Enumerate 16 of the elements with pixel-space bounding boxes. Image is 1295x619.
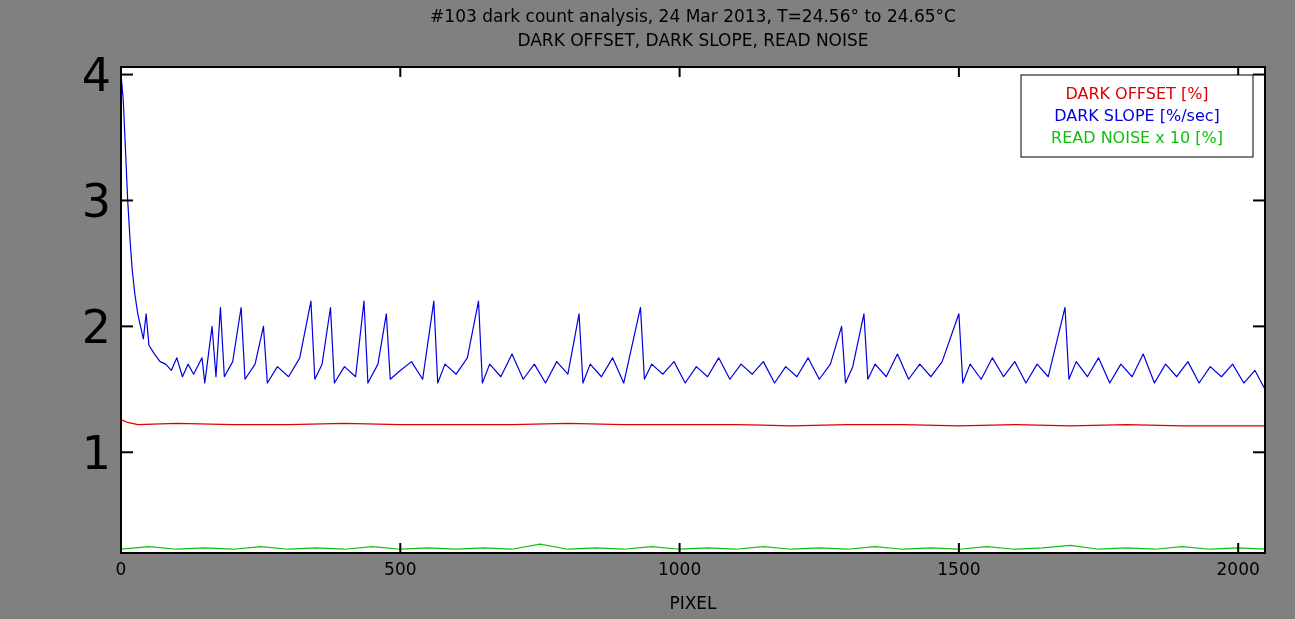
y-tick-label: 4 <box>81 48 111 103</box>
x-axis-title: PIXEL <box>669 593 718 613</box>
y-tick-label: 2 <box>81 299 111 354</box>
x-tick-label: 1500 <box>937 559 981 579</box>
y-tick-label: 3 <box>81 174 111 229</box>
x-tick-label: 500 <box>384 559 417 579</box>
text: DARK SLOPE [%/sec] <box>1054 106 1220 125</box>
text: READ NOISE x 10 [%] <box>1051 128 1223 147</box>
x-tick-label: 2000 <box>1216 559 1260 579</box>
line-series <box>121 418 1265 427</box>
y-tick-label: 1 <box>81 425 111 480</box>
chart-title: #103 dark count analysis, 24 Mar 2013, T=24.56° to 24.65°C <box>430 6 956 26</box>
chart-subtitle: DARK OFFSET, DARK SLOPE, READ NOISE <box>517 30 869 50</box>
x-tick-label: 0 <box>115 559 127 579</box>
x-tick-label: 1000 <box>657 559 702 579</box>
text: DARK OFFSET [%] <box>1065 84 1209 103</box>
